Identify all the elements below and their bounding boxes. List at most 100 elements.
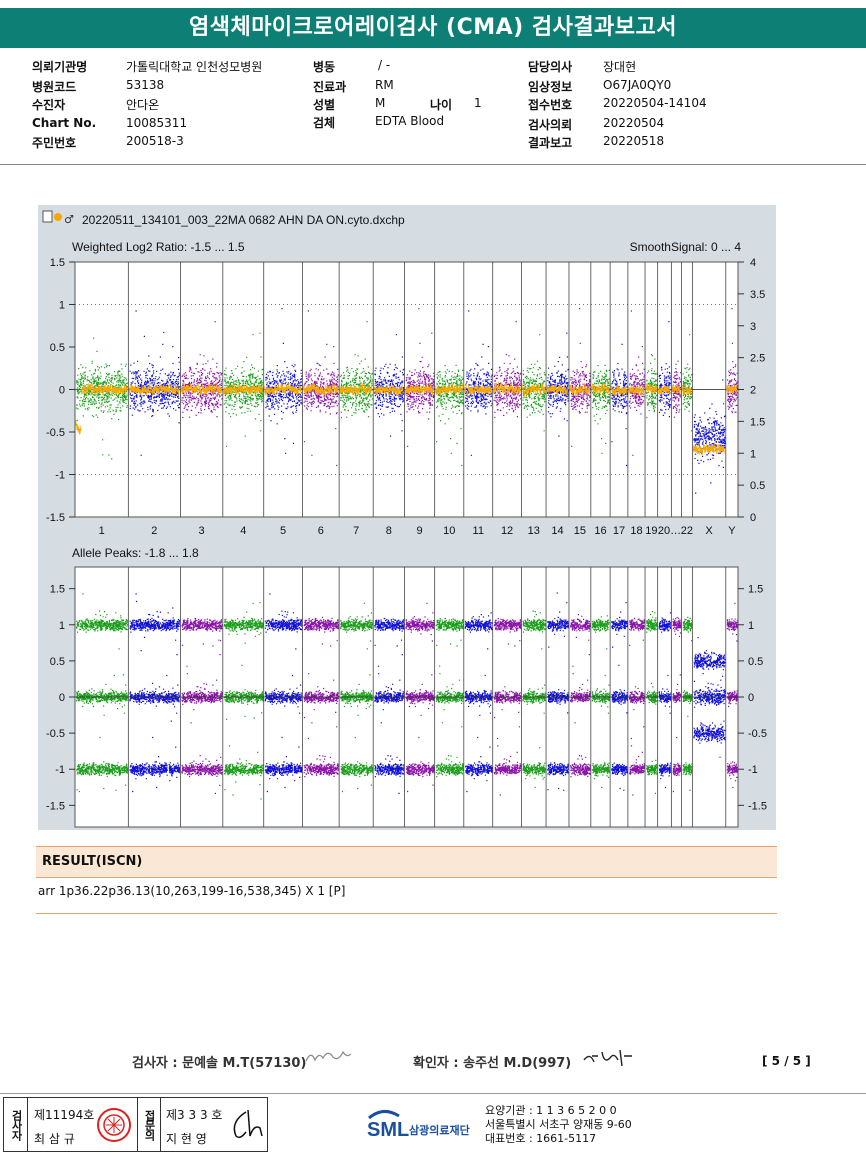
y-tick-label: 1.5	[50, 257, 65, 269]
chrom-allele-points	[682, 616, 693, 791]
tester-label: 검사자 : 문예솔 M.T(57130)	[132, 1056, 307, 1071]
result-iscn: arr 1p36.22p36.13(10,263,199-16,538,345)…	[38, 884, 346, 898]
top-right-label: SmoothSignal: 0 ... 4	[630, 240, 742, 254]
right-tick-label: 0.5	[748, 656, 763, 668]
confirmer-label: 확인자 : 송주선 M.D(997)	[413, 1056, 572, 1071]
info-value: M	[375, 96, 386, 110]
y-tick-label: 0.5	[50, 656, 65, 668]
person-name: 최 삼 규	[34, 1132, 75, 1146]
company-address: 서울특별시 서초구 양재동 9-60	[485, 1118, 632, 1131]
right-tick-label: 1.5	[748, 584, 763, 596]
info-value: / -	[378, 58, 391, 72]
right-tick-label: 1	[750, 448, 756, 460]
x-tick-label: X	[705, 525, 713, 537]
sml-logo: SML 삼광의료재단	[365, 1104, 485, 1148]
chrom-points	[693, 379, 726, 494]
official-seal	[97, 1108, 131, 1142]
info-value: 20220504	[603, 116, 665, 130]
svg-text:♂: ♂	[64, 213, 74, 226]
file-icon: ♂	[42, 210, 74, 226]
right-tick-label: -0.5	[748, 728, 767, 740]
x-tick-label: 2	[151, 525, 157, 537]
info-label: 접수번호	[528, 98, 573, 112]
log-ratio-points	[76, 308, 739, 494]
tester-signature	[305, 1050, 352, 1062]
chrom-allele-points	[547, 592, 570, 791]
x-tick-label: 14	[551, 525, 563, 537]
x-tick-label: 1	[99, 525, 105, 537]
right-tick-label: 1	[748, 620, 754, 632]
x-tick-label: 13	[528, 525, 540, 537]
license-no: 제3 3 3 호	[166, 1108, 223, 1122]
info-label: 나이	[430, 98, 453, 112]
chrom-allele-points	[570, 614, 591, 778]
result-heading: RESULT(ISCN)	[36, 846, 777, 878]
chrom-allele-points	[264, 593, 303, 793]
info-value: 20220504-14104	[603, 96, 707, 110]
cma-chart: ♂ 20220511_134101_003_22MA 0682 AHN DA O…	[38, 205, 776, 830]
right-tick-label: 3.5	[750, 289, 765, 301]
info-label: 성별	[313, 98, 336, 112]
info-label: 진료과	[313, 80, 347, 94]
y-tick-label: -0.5	[46, 427, 65, 439]
chrom-allele-points	[522, 610, 547, 789]
cma-chart-svg: ♂ 20220511_134101_003_22MA 0682 AHN DA O…	[42, 210, 767, 828]
specialist-signature	[233, 1109, 263, 1139]
top-panel: 1.510.50-0.5-1-1.543.532.521.510.501 2 3 4 5…	[46, 257, 765, 537]
chrom-allele-points	[181, 617, 223, 794]
chrom-allele-points	[611, 602, 629, 791]
chrom-allele-points	[646, 611, 658, 794]
bottom-left-label: Allele Peaks: -1.8 ... 1.8	[72, 546, 199, 560]
info-value: O67JA0QY0	[603, 78, 672, 92]
x-tick-label: 22	[681, 525, 693, 537]
page-number: [ 5 / 5 ]	[762, 1054, 811, 1068]
confirmer-signature	[583, 1049, 632, 1067]
box-label-tester: 검사자	[4, 1098, 28, 1151]
info-value: 200518-3	[126, 134, 184, 148]
y-tick-label: 1	[59, 620, 65, 632]
info-label: 담당의사	[528, 60, 573, 74]
info-value: 1	[474, 96, 482, 110]
bottom-panel: 1.5 1 0.5 0 -0.5 -1 -1.5 1.5 1 0.5 0 -0.5 -1 -1.5	[46, 566, 767, 828]
x-tick-label: 19	[645, 525, 657, 537]
right-tick-label: 2	[750, 385, 756, 397]
company-phone: 대표번호 : 1661-5117	[485, 1132, 597, 1145]
info-value: 장대현	[603, 60, 637, 74]
info-label: 병원코드	[32, 80, 77, 94]
divider	[36, 913, 777, 914]
info-value: 안다온	[126, 98, 160, 112]
right-tick-label: 1.5	[750, 416, 765, 428]
logo-text: SML	[367, 1119, 409, 1141]
right-tick-label: 4	[750, 257, 756, 269]
chrom-allele-points	[464, 612, 493, 793]
box-label-specialist: 접문의	[137, 1098, 161, 1151]
chart-file-name: 20220511_134101_003_22MA 0682 AHN DA ON.…	[82, 213, 405, 227]
x-tick-label: 3	[199, 525, 205, 537]
y-tick-label: 1.5	[50, 584, 65, 596]
info-value: 53138	[126, 78, 165, 92]
info-value: RM	[375, 78, 394, 92]
info-value: 10085311	[126, 116, 188, 130]
info-value: EDTA Blood	[375, 114, 445, 128]
smooth-signal-line	[75, 381, 737, 455]
right-tick-label: 0	[748, 692, 754, 704]
chrom-points	[129, 310, 181, 456]
x-tick-label: Y	[728, 525, 736, 537]
y-tick-label: -0.5	[46, 728, 65, 740]
x-tick-label: 15	[574, 525, 586, 537]
info-label: 수진자	[32, 98, 66, 112]
smooth-signal	[75, 381, 737, 455]
right-tick-label: 2.5	[750, 353, 765, 365]
right-tick-label: -1	[748, 764, 758, 776]
x-tick-label: 8	[386, 525, 392, 537]
chrom-allele-points	[129, 593, 181, 793]
divider	[0, 1093, 866, 1094]
y-tick-label: -1	[55, 470, 65, 482]
chrom-allele-points	[493, 618, 522, 796]
company-info: 요양기관 : 1 1 3 6 5 2 0 0 서울특별시 서초구 양재동 9-6…	[485, 1104, 632, 1146]
y-tick-label: -1.5	[46, 800, 65, 812]
institution-code: 요양기관 : 1 1 3 6 5 2 0 0	[485, 1104, 617, 1117]
info-label: 병동	[313, 60, 336, 74]
x-tick-label: 11	[473, 525, 484, 537]
x-tick-label: 5	[280, 525, 286, 537]
